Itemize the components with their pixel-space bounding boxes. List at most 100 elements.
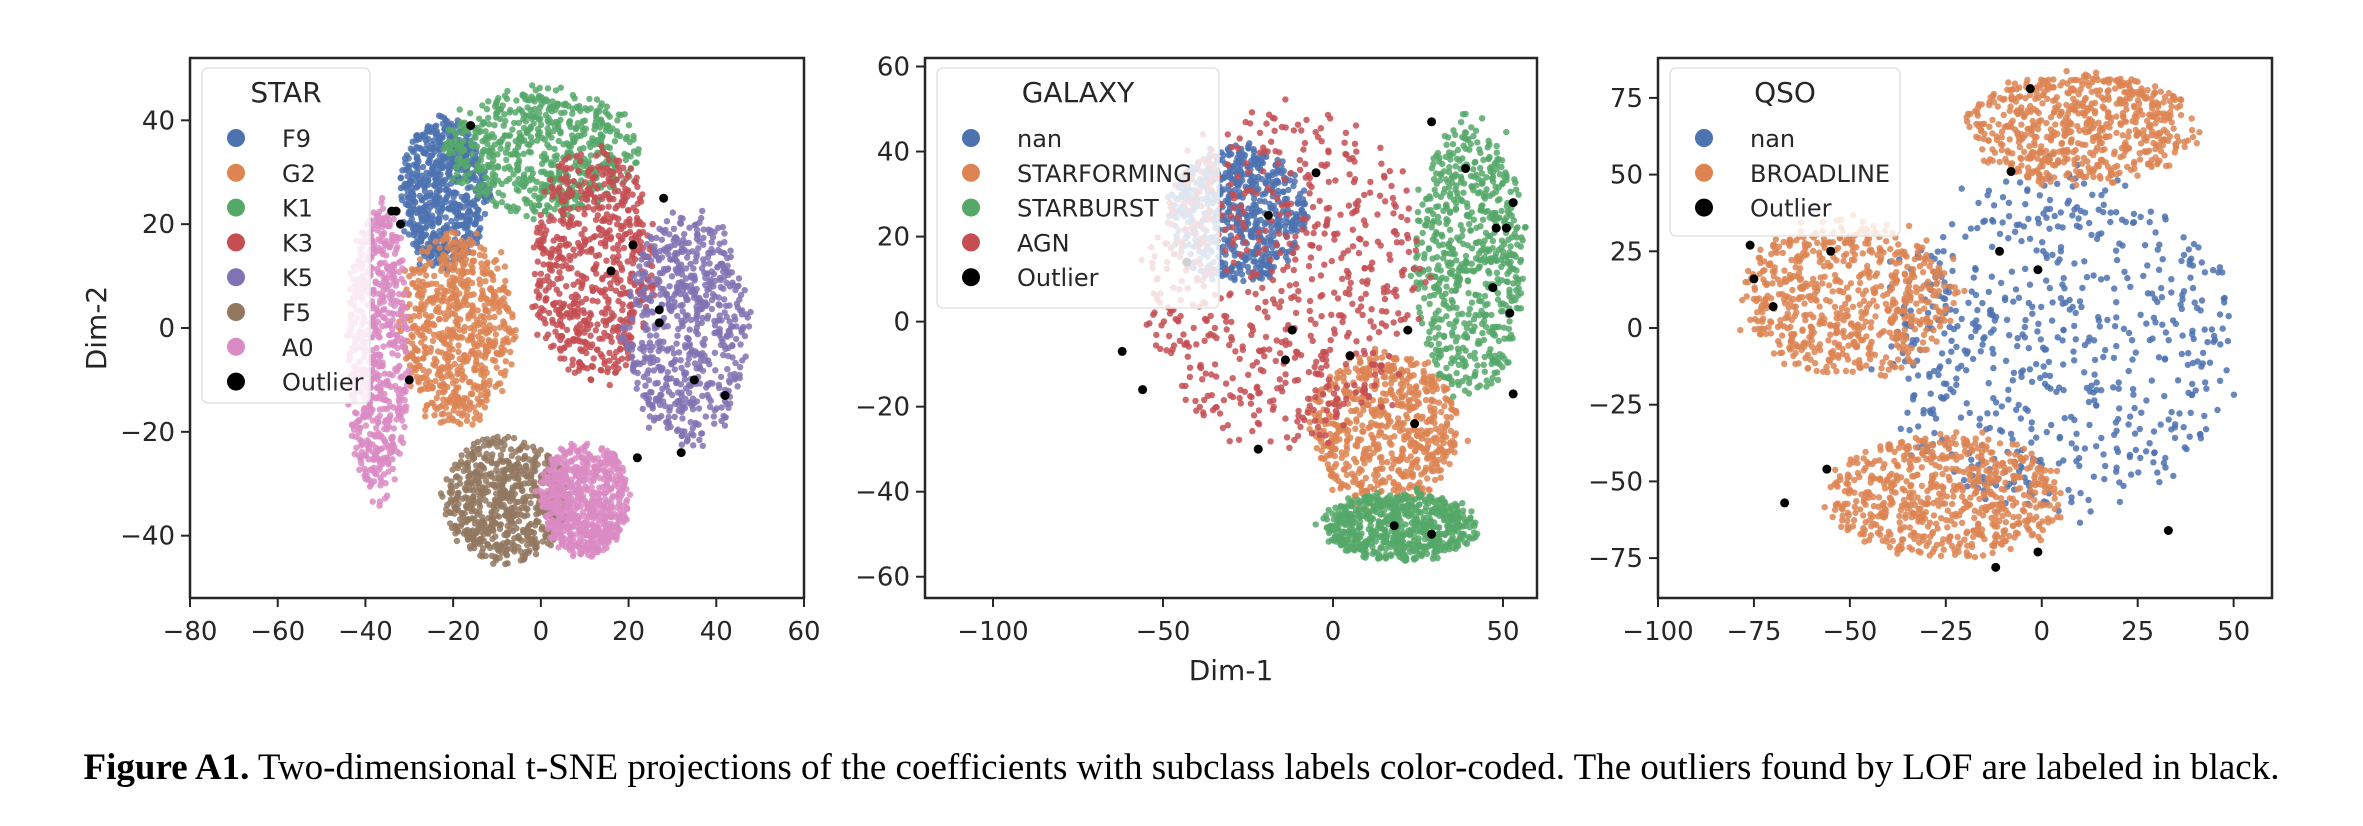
series-point — [724, 366, 731, 373]
series-point — [460, 467, 467, 474]
series-point — [464, 178, 471, 185]
series-point — [469, 302, 476, 309]
series-point — [558, 332, 565, 340]
series-point — [711, 228, 718, 235]
series-point — [451, 401, 458, 409]
series-point — [580, 307, 587, 314]
series-point — [414, 183, 421, 190]
series-point — [537, 314, 544, 321]
series-point — [492, 114, 500, 121]
series-point — [557, 84, 564, 91]
series-point — [595, 251, 603, 259]
series-point — [534, 137, 541, 144]
series-point — [618, 290, 625, 298]
series-point — [417, 212, 425, 220]
series-point — [716, 240, 723, 247]
series-point — [576, 182, 583, 189]
series-point — [448, 490, 455, 497]
series-point — [390, 310, 397, 318]
series-point — [500, 295, 507, 302]
series-point — [380, 313, 387, 321]
series-point — [376, 412, 383, 420]
series-point — [481, 302, 488, 309]
series-point — [603, 151, 611, 159]
series-point — [648, 272, 655, 279]
series-point — [509, 313, 516, 321]
series-point — [619, 284, 627, 291]
series-point — [416, 261, 423, 268]
series-point — [627, 165, 635, 172]
series-point — [606, 357, 613, 364]
series-point — [526, 177, 533, 184]
series-point — [678, 364, 685, 372]
series-point — [501, 92, 509, 100]
series-point — [596, 124, 604, 131]
series-point — [662, 381, 670, 388]
series-point — [566, 252, 573, 260]
series-point — [428, 399, 435, 406]
series-point — [699, 314, 706, 322]
series-point — [569, 105, 577, 113]
star-scatter-panel: −80 −60 −40 −20 0 20 40 60−40−2002040Dim-2STARF… — [80, 56, 821, 647]
series-point — [607, 168, 614, 175]
series-point — [470, 384, 477, 391]
series-point — [473, 230, 480, 237]
series-point — [447, 496, 455, 503]
series-point — [707, 280, 714, 288]
series-point — [622, 135, 630, 143]
series-point — [395, 290, 403, 298]
series-point — [416, 177, 423, 184]
series-point — [677, 357, 684, 364]
series-point — [570, 281, 577, 288]
series-point — [642, 295, 649, 302]
series-point — [439, 205, 446, 213]
series-point — [477, 461, 485, 469]
series-point — [424, 298, 431, 305]
series-point — [491, 141, 499, 148]
series-point — [446, 509, 454, 516]
series-point — [546, 266, 554, 273]
series-point — [590, 234, 597, 241]
series-point — [475, 192, 482, 199]
series-point — [518, 137, 526, 145]
series-point — [545, 119, 553, 127]
series-point — [454, 315, 461, 322]
series-point — [707, 379, 714, 387]
series-point — [561, 344, 568, 351]
series-point — [544, 170, 552, 177]
series-point — [587, 376, 594, 383]
series-point — [521, 552, 529, 559]
series-point — [390, 237, 397, 244]
series-point — [449, 346, 456, 353]
series-point — [589, 287, 596, 294]
series-point — [606, 156, 613, 163]
series-point — [486, 153, 493, 160]
series-point — [376, 498, 384, 505]
series-point — [598, 446, 605, 453]
series-point — [489, 526, 497, 534]
series-point — [491, 496, 499, 503]
series-point — [677, 220, 685, 227]
series-point — [604, 365, 612, 372]
series-point — [358, 448, 366, 456]
series-point — [390, 425, 398, 432]
series-point — [734, 383, 741, 390]
series-point — [427, 253, 435, 260]
series-point — [472, 220, 479, 227]
series-point — [441, 253, 448, 260]
series-point — [686, 399, 693, 407]
series-point — [666, 283, 673, 290]
series-point — [534, 451, 542, 458]
series-point — [393, 246, 400, 253]
series-point — [504, 560, 511, 567]
series-point — [374, 446, 382, 453]
series-point — [370, 245, 377, 252]
series-g2-points — [395, 228, 519, 428]
series-point — [665, 413, 672, 421]
series-point — [629, 342, 637, 349]
series-point — [562, 191, 570, 198]
series-point — [678, 389, 685, 396]
series-point — [694, 331, 701, 338]
series-point — [560, 235, 568, 242]
series-point — [646, 332, 654, 339]
